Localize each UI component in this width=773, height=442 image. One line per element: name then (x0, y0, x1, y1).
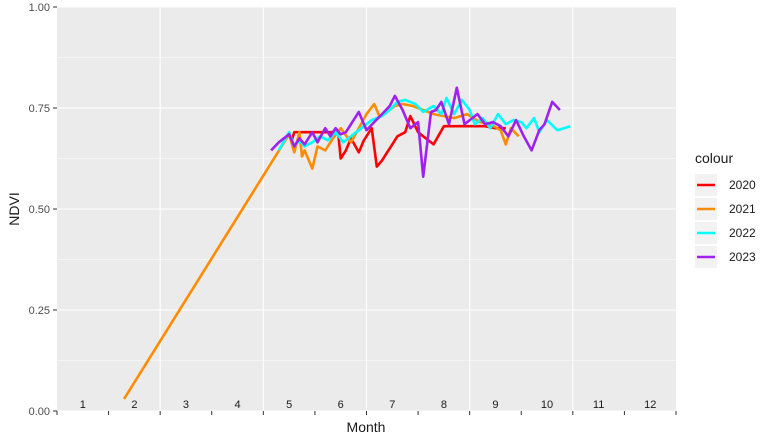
month-label: 6 (338, 399, 344, 411)
legend-label-2023: 2023 (729, 250, 756, 264)
month-label: 8 (441, 399, 447, 411)
legend-label-2022: 2022 (729, 226, 756, 240)
month-label: 11 (593, 399, 604, 411)
x-axis (56, 411, 677, 415)
y-tick-label: 0.00 (29, 406, 50, 418)
legend-title: colour (695, 150, 733, 166)
month-label: 4 (234, 399, 240, 411)
month-label: 7 (389, 399, 395, 411)
month-label: 3 (183, 399, 189, 411)
y-axis-title: NDVI (6, 192, 22, 225)
month-label: 10 (541, 399, 553, 411)
major-gridlines (57, 6, 676, 412)
month-label: 5 (286, 399, 292, 411)
x-axis-title: Month (347, 419, 386, 435)
series-line-2023 (270, 86, 561, 178)
series-line-2020 (287, 114, 506, 168)
legend: colour 2020 2021 2022 2023 (695, 150, 756, 268)
y-axis: 0.00 0.25 0.50 0.75 1.00 (29, 2, 57, 418)
month-labels: 1 2 3 4 5 6 7 8 9 10 11 12 (80, 399, 657, 411)
month-label: 2 (131, 399, 137, 411)
y-tick-label: 0.25 (29, 305, 50, 317)
y-tick-label: 0.75 (29, 103, 50, 115)
series-lines (122, 86, 571, 400)
legend-label-2021: 2021 (729, 202, 756, 216)
y-tick-label: 0.50 (29, 204, 50, 216)
y-tick-label: 1.00 (29, 2, 50, 14)
month-label: 9 (492, 399, 498, 411)
month-label: 12 (644, 399, 656, 411)
month-label: 1 (80, 399, 86, 411)
legend-label-2020: 2020 (729, 178, 756, 192)
